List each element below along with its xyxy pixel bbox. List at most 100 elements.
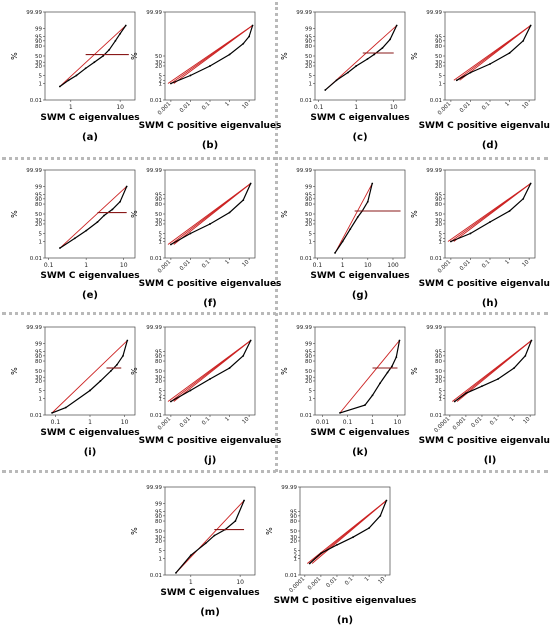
- x-axis-label: SWM C eigenvalues: [160, 588, 259, 598]
- data-point: [346, 71, 349, 74]
- y-tick-label: 90: [435, 354, 442, 360]
- separator-vertical: [275, 2, 278, 472]
- x-tick-label: 1: [509, 416, 516, 423]
- y-tick-label: 80: [35, 359, 42, 365]
- fit-line: [311, 500, 387, 564]
- y-tick-label: 0.01: [150, 413, 162, 419]
- y-tick-label: 80: [35, 202, 42, 208]
- y-tick-label: 20: [305, 64, 312, 70]
- x-tick-label: 1: [224, 416, 231, 423]
- data-series: [456, 25, 532, 81]
- x-tick-label: 0.1: [44, 262, 54, 269]
- data-point: [324, 89, 327, 91]
- y-tick-label: 90: [155, 197, 162, 203]
- y-tick-label: 90: [435, 39, 442, 45]
- data-point: [85, 229, 88, 232]
- y-tick-label: 5: [439, 231, 443, 237]
- y-tick-label: 1: [159, 82, 163, 88]
- data-point: [116, 363, 118, 366]
- data-point: [108, 48, 111, 51]
- panel-label: (c): [352, 132, 367, 143]
- x-tick-label: 1: [69, 104, 73, 111]
- data-point: [189, 232, 192, 235]
- data-point: [524, 354, 527, 357]
- y-tick-label: 20: [155, 64, 162, 70]
- y-tick-label: 20: [155, 539, 162, 545]
- data-point: [335, 79, 338, 82]
- data-point: [508, 52, 511, 54]
- y-tick-label: 30: [305, 375, 312, 381]
- y-tick-label: 0.01: [430, 256, 442, 262]
- x-axis-label: SWM C positive eigenvalues: [139, 121, 282, 131]
- x-tick-label: 100: [387, 262, 399, 269]
- x-tick-label: 0.1: [489, 416, 499, 426]
- y-tick-label: 20: [155, 222, 162, 228]
- y-tick-label: 80: [155, 202, 162, 208]
- data-point: [481, 385, 483, 388]
- data-point: [209, 65, 211, 67]
- y-tick-label: 30: [35, 60, 42, 66]
- x-tick-label: 0.01: [316, 419, 330, 426]
- x-tick-label: 0.1: [313, 262, 323, 269]
- fit-line: [51, 340, 128, 414]
- y-tick-label: 30: [435, 218, 442, 224]
- y-tick-label: 95: [435, 193, 442, 199]
- y-tick-label: 80: [155, 359, 162, 365]
- y-tick-label: 50: [435, 54, 442, 60]
- y-tick-label: 95: [155, 193, 162, 199]
- data-point: [189, 74, 192, 77]
- y-tick-label: 5: [294, 548, 298, 554]
- fit-line: [453, 183, 531, 242]
- panel-label: (n): [337, 615, 353, 626]
- data-point: [366, 200, 369, 203]
- x-axis-label: SWM C eigenvalues: [310, 113, 409, 123]
- panel-label: (j): [204, 455, 217, 466]
- data-point: [93, 61, 96, 64]
- panel-label: (m): [200, 607, 220, 618]
- y-tick-label: 50: [305, 54, 312, 60]
- data-point: [75, 74, 78, 77]
- y-tick-label: 50: [435, 369, 442, 375]
- x-tick-label: 10: [521, 101, 531, 111]
- x-tick-label: 0.1: [201, 101, 211, 111]
- y-tick-label: 0.01: [300, 98, 312, 104]
- y-axis-label: %: [130, 527, 139, 535]
- data-point: [249, 182, 252, 185]
- y-tick-label: 20: [435, 64, 442, 70]
- data-point: [189, 389, 192, 392]
- data-point: [103, 214, 105, 217]
- y-tick-label: 0.01: [430, 413, 442, 419]
- y-tick-label: 1: [159, 240, 163, 246]
- x-tick-label: 1: [341, 262, 345, 269]
- y-tick-label: 30: [155, 535, 162, 541]
- y-tick-label: 90: [155, 354, 162, 360]
- y-tick-label: 20: [35, 222, 42, 228]
- data-point: [242, 42, 245, 45]
- data-point: [248, 35, 251, 38]
- y-tick-label: 0.01: [30, 256, 42, 262]
- data-point: [67, 79, 70, 82]
- x-tick-label: 1: [371, 419, 375, 426]
- y-axis-label: %: [265, 527, 274, 535]
- y-tick-label: 80: [305, 202, 312, 208]
- x-tick-label: 10: [522, 416, 532, 426]
- fit-line: [459, 25, 531, 81]
- data-point: [453, 400, 456, 403]
- y-axis-label: %: [130, 52, 139, 60]
- x-tick-label: 1: [88, 419, 92, 426]
- data-point: [349, 228, 352, 231]
- data-point: [114, 39, 117, 42]
- data-point: [213, 534, 216, 537]
- x-tick-label: 0.1: [481, 101, 491, 111]
- y-tick-label: 30: [155, 375, 162, 381]
- panel-label: (k): [352, 447, 368, 458]
- panel-label: (l): [484, 455, 497, 466]
- y-tick-label: 50: [290, 529, 297, 535]
- fit-line: [59, 25, 127, 87]
- y-tick-label: 2: [294, 553, 298, 559]
- y-tick-label: 80: [155, 519, 162, 525]
- data-point: [209, 378, 211, 380]
